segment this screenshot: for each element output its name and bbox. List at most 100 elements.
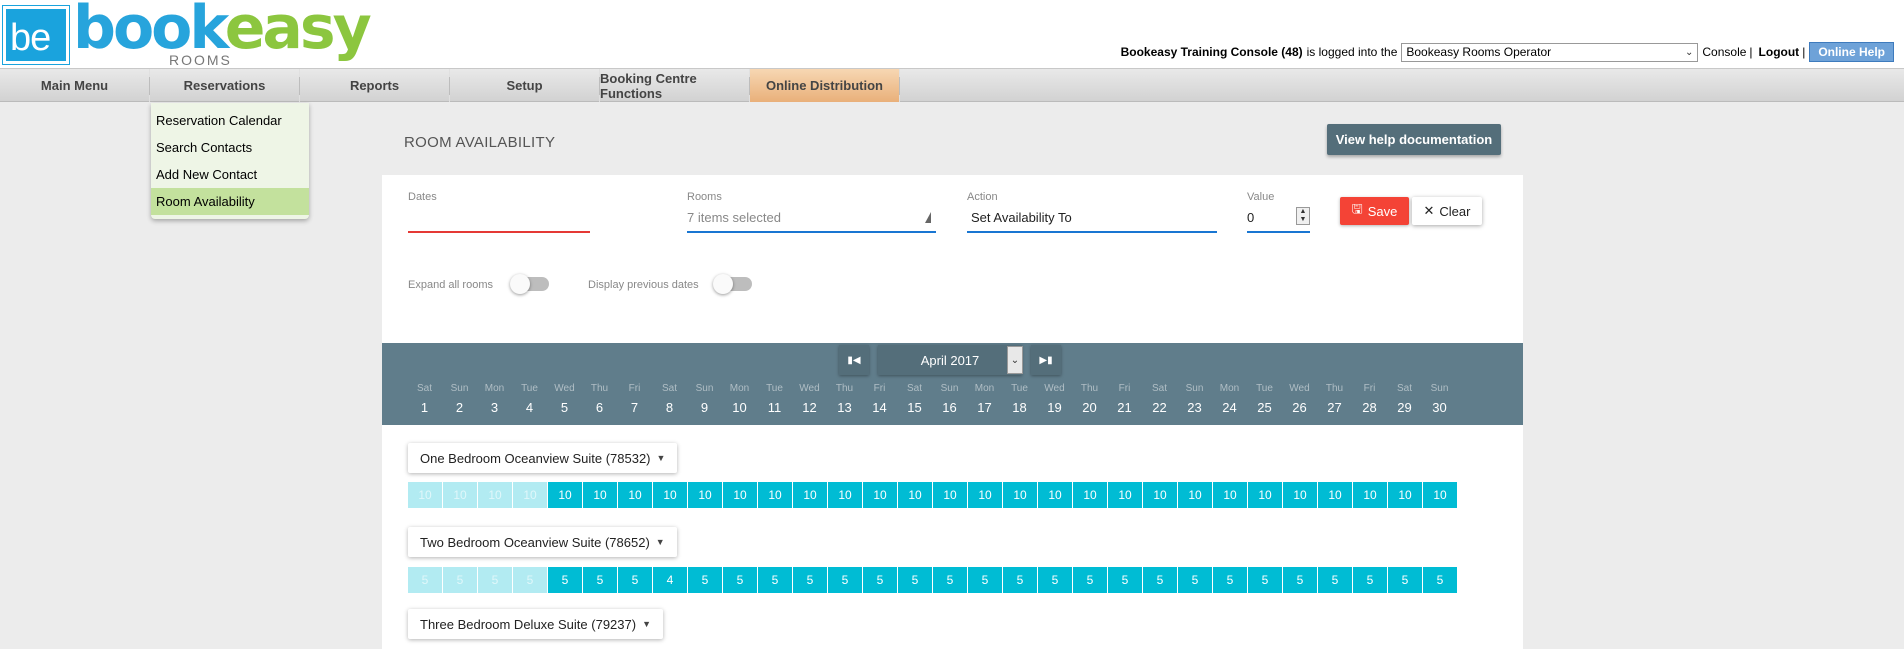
availability-cell[interactable]: 5 (1388, 567, 1422, 593)
availability-cell[interactable]: 10 (1213, 482, 1247, 508)
availability-cell[interactable]: 5 (1073, 567, 1107, 593)
availability-cell[interactable]: 10 (443, 482, 477, 508)
availability-cell[interactable]: 5 (758, 567, 792, 593)
availability-cell[interactable]: 5 (688, 567, 722, 593)
availability-cell[interactable]: 10 (898, 482, 932, 508)
day-name: Wed (554, 383, 575, 394)
availability-cell[interactable]: 10 (1353, 482, 1387, 508)
clear-button[interactable]: ✕ Clear (1412, 197, 1482, 225)
availability-cell[interactable]: 5 (1213, 567, 1247, 593)
day-number: 12 (802, 400, 817, 415)
nav-online-distribution[interactable]: Online Distribution (750, 69, 900, 102)
nav-main-menu[interactable]: Main Menu (0, 69, 150, 102)
availability-cell[interactable]: 10 (618, 482, 652, 508)
save-button[interactable]: 🖫 Save (1340, 197, 1409, 225)
operator-select[interactable]: Bookeasy Rooms Operator ⌄ (1401, 42, 1699, 62)
availability-cell[interactable]: 10 (583, 482, 617, 508)
nav-setup[interactable]: Setup (450, 69, 600, 102)
nav-reservations[interactable]: Reservations (150, 69, 300, 102)
previous-month-button[interactable]: ▮◀ (839, 345, 869, 375)
value-input[interactable]: 0 (1247, 210, 1255, 225)
availability-cell[interactable]: 5 (933, 567, 967, 593)
availability-cell[interactable]: 10 (408, 482, 442, 508)
dates-input[interactable] (408, 231, 590, 233)
availability-cell[interactable]: 5 (898, 567, 932, 593)
availability-cell[interactable]: 5 (1283, 567, 1317, 593)
availability-cell[interactable]: 10 (548, 482, 582, 508)
availability-cell[interactable]: 5 (1423, 567, 1457, 593)
availability-cell[interactable]: 5 (863, 567, 897, 593)
availability-cell[interactable]: 10 (1388, 482, 1422, 508)
expand-all-rooms-toggle[interactable] (510, 274, 549, 294)
availability-cell[interactable]: 10 (933, 482, 967, 508)
value-stepper[interactable]: ▲ ▼ (1296, 207, 1310, 225)
view-help-button[interactable]: View help documentation (1327, 124, 1501, 155)
availability-cell[interactable]: 10 (1143, 482, 1177, 508)
availability-cell[interactable]: 10 (828, 482, 862, 508)
day-column: Tue 25 (1247, 383, 1282, 415)
menu-item-add-new-contact[interactable]: Add New Contact (156, 167, 258, 182)
bookeasy-logo[interactable]: be bookeasy ROOMS (2, 0, 372, 68)
availability-cell[interactable]: 10 (478, 482, 512, 508)
action-select[interactable]: Set Availability To (971, 210, 1072, 225)
availability-cell[interactable]: 5 (548, 567, 582, 593)
availability-cell[interactable]: 10 (1248, 482, 1282, 508)
availability-cell[interactable]: 5 (513, 567, 547, 593)
menu-item-search-contacts[interactable]: Search Contacts (156, 140, 253, 155)
availability-cell[interactable]: 5 (618, 567, 652, 593)
availability-cell[interactable]: 5 (1318, 567, 1352, 593)
nav-booking-centre-functions[interactable]: Booking Centre Functions (600, 69, 750, 102)
availability-cell[interactable]: 10 (1318, 482, 1352, 508)
availability-cell[interactable]: 10 (1283, 482, 1317, 508)
availability-cell[interactable]: 5 (583, 567, 617, 593)
console-link[interactable]: Console (1702, 45, 1747, 59)
availability-cell[interactable]: 10 (1423, 482, 1457, 508)
availability-cell[interactable]: 10 (653, 482, 687, 508)
availability-cell[interactable]: 10 (863, 482, 897, 508)
availability-cell[interactable]: 5 (478, 567, 512, 593)
availability-cell[interactable]: 4 (653, 567, 687, 593)
room-toggle-button[interactable]: Two Bedroom Oceanview Suite (78652) ▼ (408, 527, 677, 557)
availability-cell[interactable]: 10 (1038, 482, 1072, 508)
room-toggle-button[interactable]: Three Bedroom Deluxe Suite (79237) ▼ (408, 609, 663, 639)
availability-cell[interactable]: 5 (793, 567, 827, 593)
availability-cell[interactable]: 5 (1108, 567, 1142, 593)
chevron-down-icon[interactable]: ⌄ (1007, 346, 1023, 374)
availability-cell[interactable]: 10 (1003, 482, 1037, 508)
availability-cell[interactable]: 5 (968, 567, 1002, 593)
month-select[interactable]: April 2017 (878, 345, 1022, 375)
availability-cell[interactable]: 10 (968, 482, 1002, 508)
availability-cell[interactable]: 5 (1248, 567, 1282, 593)
availability-cell[interactable]: 5 (1353, 567, 1387, 593)
value-underline (1247, 231, 1310, 233)
availability-cell[interactable]: 5 (1003, 567, 1037, 593)
availability-cell[interactable]: 10 (1108, 482, 1142, 508)
availability-cell[interactable]: 5 (408, 567, 442, 593)
availability-cell[interactable]: 5 (443, 567, 477, 593)
next-month-button[interactable]: ▶▮ (1031, 345, 1061, 375)
room-toggle-button[interactable]: One Bedroom Oceanview Suite (78532) ▼ (408, 443, 678, 473)
logout-link[interactable]: Logout (1758, 45, 1800, 59)
availability-cell[interactable]: 10 (723, 482, 757, 508)
month-label: April 2017 (920, 352, 980, 368)
nav-reports[interactable]: Reports (300, 69, 450, 102)
menu-item-room-availability[interactable]: Room Availability (151, 188, 309, 215)
rooms-select[interactable]: 7 items selected (687, 210, 781, 225)
availability-cell[interactable]: 10 (513, 482, 547, 508)
dropdown-arrow-icon[interactable] (925, 212, 931, 223)
availability-cell[interactable]: 5 (723, 567, 757, 593)
availability-cell[interactable]: 5 (1038, 567, 1072, 593)
availability-cell[interactable]: 10 (1073, 482, 1107, 508)
availability-cell[interactable]: 10 (1178, 482, 1212, 508)
availability-cell[interactable]: 10 (758, 482, 792, 508)
day-name: Tue (1256, 383, 1273, 394)
menu-item-reservation-calendar[interactable]: Reservation Calendar (156, 113, 282, 128)
online-help-button[interactable]: Online Help (1809, 42, 1894, 62)
availability-cell[interactable]: 5 (828, 567, 862, 593)
day-name: Thu (835, 383, 854, 394)
display-previous-dates-toggle[interactable] (713, 274, 752, 294)
availability-cell[interactable]: 10 (793, 482, 827, 508)
availability-cell[interactable]: 5 (1178, 567, 1212, 593)
availability-cell[interactable]: 10 (688, 482, 722, 508)
availability-cell[interactable]: 5 (1143, 567, 1177, 593)
